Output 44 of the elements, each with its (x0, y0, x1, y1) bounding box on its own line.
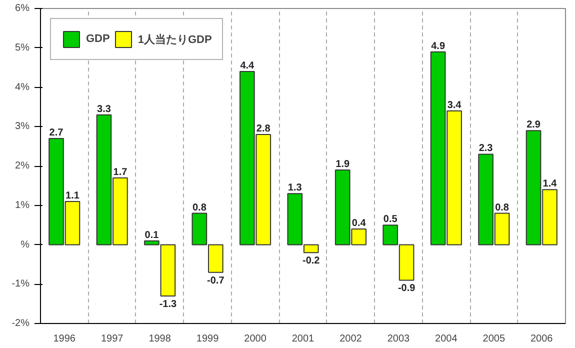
data-label: 0.8 (192, 202, 207, 214)
data-label: 1.7 (113, 166, 128, 178)
y-tick-label: 5% (15, 42, 30, 54)
data-label: -1.3 (159, 298, 177, 310)
data-label: 0.4 (352, 218, 366, 229)
x-tick-label: 2004 (435, 334, 458, 344)
x-tick-label: 2005 (482, 334, 506, 344)
y-tick-label: 1% (15, 200, 30, 211)
x-tick-label: 1998 (148, 334, 172, 344)
legend-label: 1人当たりGDP (138, 32, 212, 46)
data-label: 4.9 (431, 40, 446, 52)
data-label: 4.4 (240, 60, 255, 72)
data-label: 3.4 (447, 100, 462, 111)
data-label: 0.1 (144, 230, 160, 241)
x-tick-label: 2000 (244, 334, 267, 344)
data-label: 0.8 (495, 202, 510, 214)
y-tick-label: 3% (15, 121, 30, 132)
data-label: 1.3 (288, 182, 302, 194)
y-tick-label: -1% (12, 278, 30, 290)
data-label: -0.2 (302, 256, 320, 267)
x-tick-label: 1999 (196, 334, 220, 344)
x-tick-label: 2002 (340, 334, 362, 344)
data-label: 1.1 (66, 190, 80, 202)
legend-label: GDP (86, 33, 110, 45)
x-tick-label: 2001 (292, 334, 315, 344)
y-tick-label: 6% (15, 3, 30, 14)
data-label: 2.8 (256, 124, 271, 134)
data-label: -0.9 (398, 283, 416, 294)
x-tick-label: 1996 (53, 334, 76, 344)
x-tick-label: 1997 (100, 334, 124, 344)
y-tick-label: % (20, 239, 30, 250)
data-label: 1.9 (336, 158, 350, 170)
data-label: 0.5 (383, 214, 398, 226)
data-label: 2.3 (478, 143, 494, 154)
y-tick-label: 2% (15, 160, 30, 172)
data-label: 3.3 (97, 104, 112, 115)
y-tick-label: 4% (15, 82, 30, 93)
y-tick-label: -2% (12, 318, 30, 329)
data-label: 2.7 (49, 127, 64, 138)
x-tick-label: 2003 (387, 334, 410, 344)
x-tick-label: 2006 (530, 334, 554, 344)
data-label: 1.4 (542, 178, 558, 190)
data-label: 2.9 (526, 120, 541, 131)
data-label: -0.7 (207, 275, 225, 286)
